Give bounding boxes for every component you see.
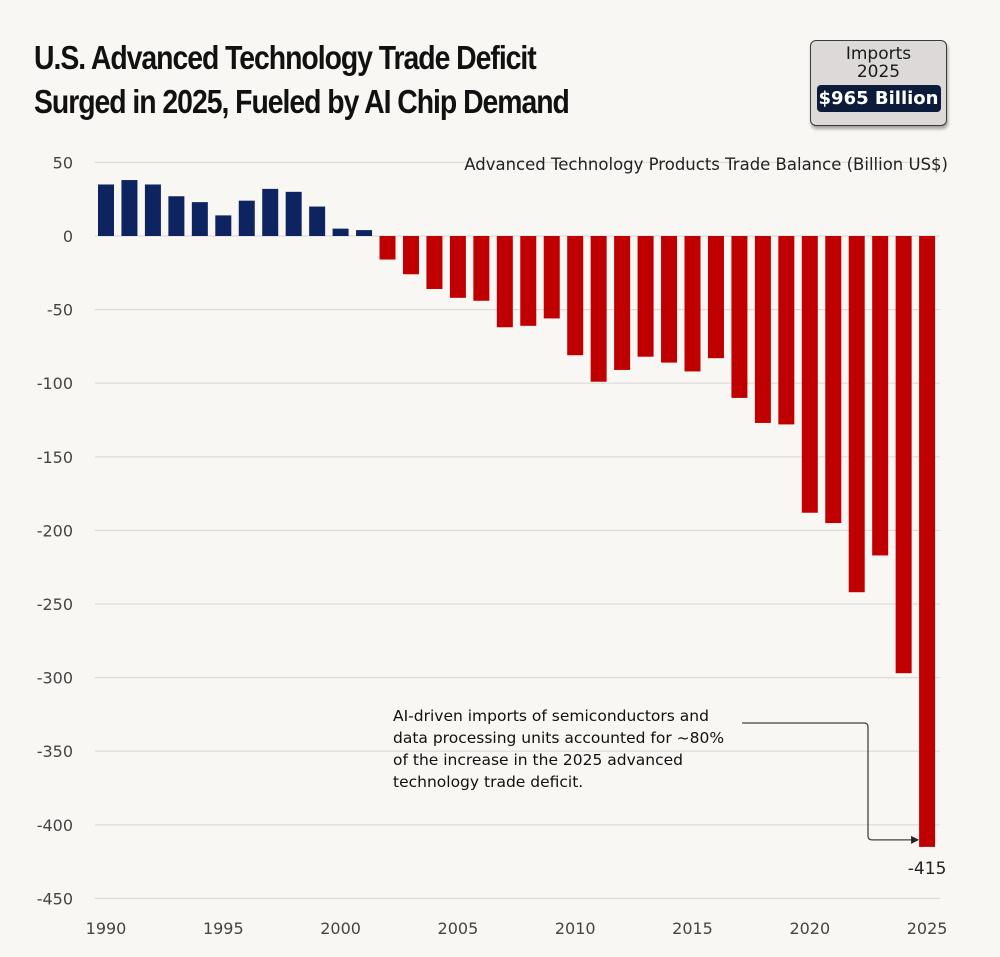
bar xyxy=(825,236,842,524)
y-tick-label: -100 xyxy=(37,374,73,393)
y-tick-label: -400 xyxy=(37,816,73,835)
bar xyxy=(356,230,373,236)
x-tick-label: 1995 xyxy=(203,919,244,938)
bar xyxy=(238,200,255,236)
x-tick-label: 2000 xyxy=(320,919,361,938)
bar xyxy=(332,228,349,236)
bars xyxy=(98,180,936,847)
x-tick-label: 2005 xyxy=(438,919,479,938)
annotation-text: AI-driven imports of semiconductors and … xyxy=(393,707,725,791)
bar xyxy=(778,236,795,425)
data-label: -415 xyxy=(908,859,947,879)
annotation-arrowhead xyxy=(911,835,920,844)
bar xyxy=(754,236,771,423)
x-tick-label: 2015 xyxy=(672,919,713,938)
bar xyxy=(731,236,748,398)
bar xyxy=(543,236,560,319)
y-tick-label: -50 xyxy=(47,301,73,320)
annotation-arrow xyxy=(742,722,914,841)
bar xyxy=(262,188,279,236)
bar xyxy=(895,236,912,674)
bar xyxy=(567,236,584,356)
y-tick-label: 0 xyxy=(63,227,73,246)
bar xyxy=(637,236,654,357)
badge-value: $965 Billion xyxy=(816,85,941,112)
bar xyxy=(309,206,326,236)
y-tick-label: -150 xyxy=(37,448,73,467)
bar xyxy=(402,236,419,275)
y-tick-label: -300 xyxy=(37,669,73,688)
bar xyxy=(285,191,302,236)
chart-title-line-1: U.S. Advanced Technology Trade Deficit xyxy=(34,39,537,76)
bar xyxy=(590,236,607,382)
y-tick-label: 50 xyxy=(53,153,73,172)
x-tick-label: 2010 xyxy=(555,919,596,938)
y-tick-label: -200 xyxy=(37,521,73,540)
bar xyxy=(707,236,724,359)
bar xyxy=(426,236,443,289)
gridlines xyxy=(95,161,940,900)
data-labels: -415 xyxy=(908,859,947,879)
bar xyxy=(379,236,396,260)
y-axis-ticks: 50 0 -50 -100 -150 -200 -250 -300 -350 -400 -450 xyxy=(37,153,73,908)
chart-title: U.S. Advanced Technology Trade Deficit S… xyxy=(34,36,570,124)
bar xyxy=(520,236,537,326)
y-tick-label: -350 xyxy=(37,742,73,761)
badge-label-1: Imports xyxy=(845,44,912,64)
bar xyxy=(449,236,466,298)
y-tick-label: -450 xyxy=(37,889,73,908)
x-axis-ticks: 1990 1995 2000 2005 2010 2015 2020 2025 xyxy=(86,919,948,938)
bar xyxy=(801,236,818,513)
x-tick-label: 2025 xyxy=(907,919,948,938)
imports-badge: Imports 2025 $965 Billion xyxy=(810,40,947,126)
badge-label-2: 2025 xyxy=(856,62,901,82)
bar xyxy=(919,236,936,847)
bar xyxy=(614,236,631,370)
bar xyxy=(848,236,865,593)
bar xyxy=(191,202,208,236)
bar xyxy=(144,184,161,236)
bar xyxy=(661,236,678,363)
x-tick-label: 1990 xyxy=(86,919,127,938)
x-tick-label: 2020 xyxy=(789,919,830,938)
bar xyxy=(496,236,513,328)
bar xyxy=(872,236,889,556)
chart-title-line-2: Surged in 2025, Fueled by AI Chip Demand xyxy=(34,83,570,120)
bar xyxy=(168,196,185,236)
y-tick-label: -250 xyxy=(37,595,73,614)
chart-subtitle: Advanced Technology Products Trade Balan… xyxy=(464,155,948,174)
bar xyxy=(98,184,114,236)
bar xyxy=(684,236,701,372)
bar xyxy=(121,180,138,236)
bar xyxy=(473,236,490,301)
bar xyxy=(215,215,232,236)
